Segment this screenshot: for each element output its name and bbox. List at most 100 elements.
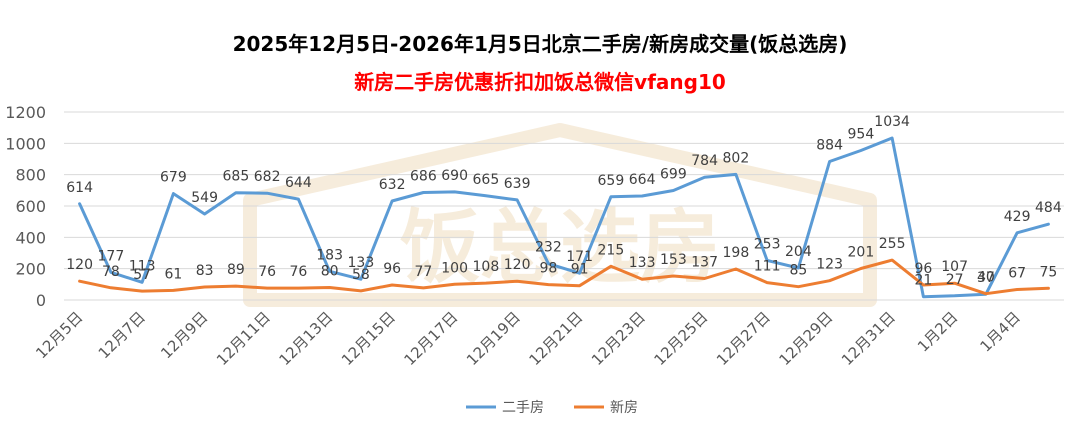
data-label: 37 (977, 270, 995, 286)
data-label: 549 (191, 190, 218, 206)
data-label: 100 (441, 260, 468, 276)
x-tick-label: 12月9日 (157, 308, 211, 362)
x-tick-label: 12月7日 (95, 308, 149, 362)
data-label: 123 (816, 257, 843, 273)
legend-label-1: 二手房 (502, 400, 544, 416)
x-tick-label: 12月15日 (338, 308, 399, 369)
data-label: 133 (348, 255, 375, 271)
data-label: 699 (660, 166, 687, 182)
x-tick-label: 12月27日 (713, 308, 774, 369)
y-tick-label: 400 (15, 228, 46, 247)
x-tick-label: 12月11日 (213, 308, 274, 369)
data-label: 27 (946, 272, 964, 288)
data-label: 659 (598, 173, 625, 189)
data-label: 686 (410, 169, 437, 185)
y-tick-label: 1200 (5, 103, 46, 122)
data-label: 108 (473, 259, 500, 275)
x-tick-label: 12月17日 (401, 308, 462, 369)
y-axis-ticks: 0 200 400 600 800 1000 1200 (5, 103, 46, 310)
x-tick-label: 12月31日 (838, 308, 899, 369)
data-label: 183 (316, 247, 343, 263)
legend-label-2: 新房 (610, 400, 638, 416)
data-label: 171 (566, 249, 593, 265)
data-label: 77 (414, 264, 432, 280)
data-label: 76 (258, 264, 276, 280)
data-label: 802 (723, 150, 750, 166)
gridlines (64, 111, 1064, 301)
data-label: 85 (789, 263, 807, 279)
data-label: 107 (941, 259, 968, 275)
y-tick-label: 200 (15, 260, 46, 279)
data-label: 91 (571, 262, 589, 278)
data-label: 153 (660, 252, 687, 268)
data-label: 429 (1004, 209, 1031, 225)
data-label: 690 (441, 168, 468, 184)
data-label: 215 (598, 242, 625, 258)
data-label: 682 (254, 169, 281, 185)
data-label: 639 (504, 176, 531, 192)
data-label: 484 (1035, 200, 1062, 216)
data-label: 61 (164, 266, 182, 282)
x-tick-label: 12月21日 (526, 308, 587, 369)
data-label: 96 (383, 261, 401, 277)
data-label: 177 (98, 248, 125, 264)
data-label: 679 (160, 170, 187, 186)
x-axis-ticks: 12月5日 12月7日 12月9日 12月11日 12月13日 12月15日 12月17日 1… (32, 308, 1024, 369)
data-label: 253 (754, 236, 781, 252)
data-label: 664 (629, 172, 656, 188)
x-tick-label: 12月29日 (776, 308, 837, 369)
data-label: 614 (66, 180, 93, 196)
data-label: 120 (504, 257, 531, 273)
data-label: 1034 (874, 114, 910, 130)
data-label: 21 (914, 273, 932, 289)
data-label: 83 (196, 263, 214, 279)
data-label: 665 (473, 172, 500, 188)
y-tick-label: 1000 (5, 134, 46, 153)
y-tick-label: 0 (36, 291, 46, 310)
data-label: 204 (785, 244, 812, 260)
data-label: 120 (66, 257, 93, 273)
data-label: 198 (723, 245, 750, 261)
series-line-1 (78, 136, 1050, 299)
data-label: 58 (352, 267, 370, 283)
data-label: 67 (1008, 266, 1026, 282)
data-label: 111 (754, 259, 781, 275)
legend: 二手房 新房 (466, 400, 638, 416)
data-label: 232 (535, 240, 562, 256)
data-label: 89 (227, 262, 245, 278)
data-label: 644 (285, 175, 312, 191)
data-label: 57 (133, 267, 151, 283)
data-label: 201 (848, 245, 875, 261)
chart-subtitle: 新房二手房优惠折扣加饭总微信vfang10 (354, 70, 726, 94)
data-label: 78 (102, 264, 120, 280)
data-label: 98 (539, 261, 557, 277)
chart-title: 2025年12月5日-2026年1月5日北京二手房/新房成交量(饭总选房) (232, 32, 848, 56)
data-label: 632 (379, 177, 406, 193)
data-label: 884 (816, 138, 843, 154)
x-tick-label: 12月23日 (588, 308, 649, 369)
x-tick-label: 12月19日 (463, 308, 524, 369)
data-label: 96 (914, 261, 932, 277)
y-tick-label: 800 (15, 166, 46, 185)
x-tick-label: 12月5日 (32, 308, 86, 362)
data-label: 133 (629, 255, 656, 271)
data-label: 40 (977, 270, 995, 286)
x-tick-label: 1月4日 (977, 308, 1024, 355)
watermark-text: 饭总选房 (400, 201, 720, 294)
data-label: 80 (321, 263, 339, 279)
data-label: 784 (691, 153, 718, 169)
data-label: 113 (129, 258, 156, 274)
data-label: 954 (848, 127, 875, 143)
data-label: 137 (691, 255, 718, 271)
data-label: 75 (1039, 264, 1057, 280)
data-label: 255 (879, 236, 906, 252)
data-label: 76 (289, 264, 307, 280)
series-lines (78, 136, 1050, 299)
y-tick-label: 600 (15, 197, 46, 216)
x-tick-label: 12月25日 (651, 308, 712, 369)
x-tick-label: 1月2日 (914, 308, 961, 355)
x-tick-label: 12月13日 (276, 308, 337, 369)
data-label: 685 (223, 169, 250, 185)
